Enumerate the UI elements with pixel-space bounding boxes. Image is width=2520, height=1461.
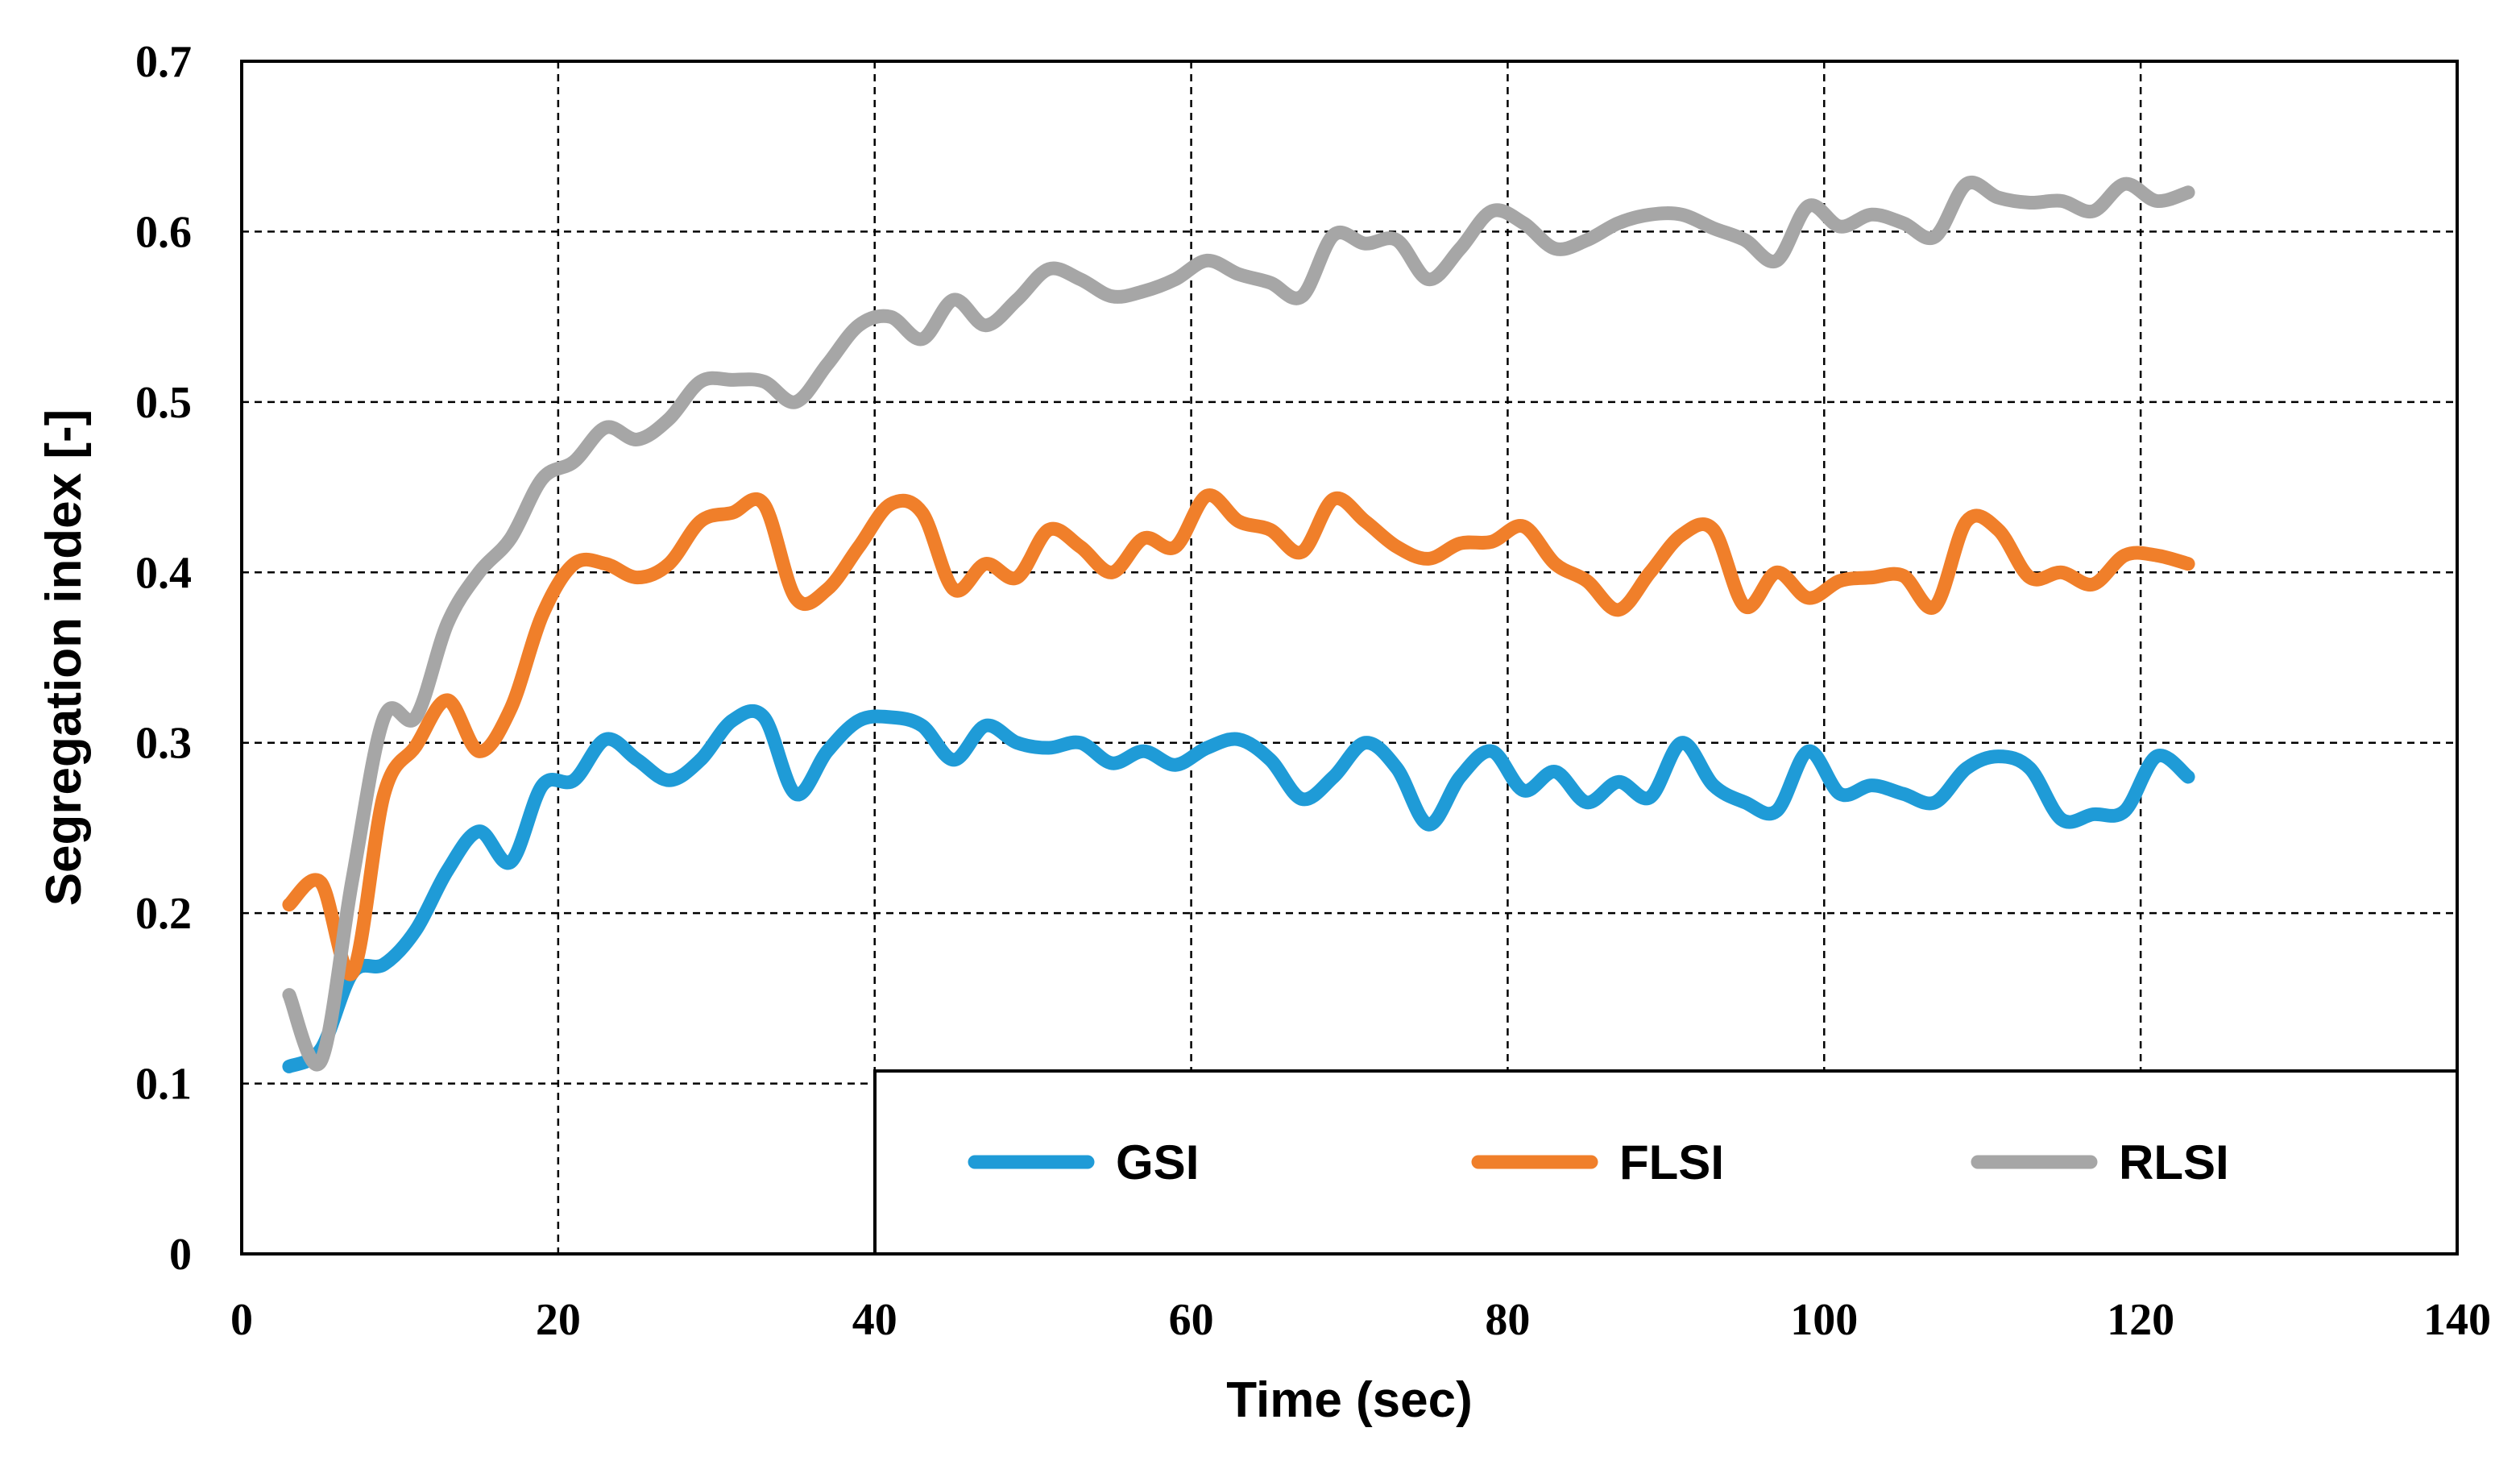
y-tick-label: 0.6 (135, 207, 192, 257)
y-tick-label: 0.1 (135, 1060, 192, 1110)
plot-area-frame (240, 60, 2459, 1256)
series-line-rlsi (282, 176, 2195, 1072)
legend: GSI FLSI RLSI (873, 1069, 2459, 1256)
legend-label-flsi: FLSI (1619, 1135, 1724, 1189)
x-tick-label: 40 (852, 1295, 897, 1345)
y-tick-label: 0.7 (135, 37, 192, 87)
y-tick-label: 0.5 (135, 378, 192, 428)
legend-label-rlsi: RLSI (2119, 1135, 2229, 1189)
series-lines (282, 176, 2195, 1073)
x-axis-title: Time (sec) (1226, 1372, 1473, 1428)
x-tick-label: 60 (1169, 1295, 1214, 1345)
y-axis-title: Segregation index [-] (36, 409, 92, 907)
tick-labels: 0 0.1 0.2 0.3 0.4 0.5 0.6 0.7 0 20 40 60 80 100 120 140 (135, 37, 2491, 1345)
x-tick-label: 140 (2423, 1295, 2491, 1345)
x-tick-label: 100 (1790, 1295, 1858, 1345)
series-line-gsi (282, 704, 2195, 1073)
x-tick-label: 120 (2107, 1295, 2174, 1345)
y-tick-label: 0 (169, 1230, 192, 1280)
y-tick-label: 0.4 (135, 548, 192, 598)
series-line-flsi (282, 488, 2195, 982)
x-tick-label: 20 (536, 1295, 581, 1345)
y-tick-label: 0.3 (135, 719, 192, 769)
legend-label-gsi: GSI (1116, 1135, 1199, 1189)
x-tick-label: 80 (1485, 1295, 1530, 1345)
x-tick-label: 0 (230, 1295, 253, 1345)
y-tick-label: 0.2 (135, 889, 192, 939)
